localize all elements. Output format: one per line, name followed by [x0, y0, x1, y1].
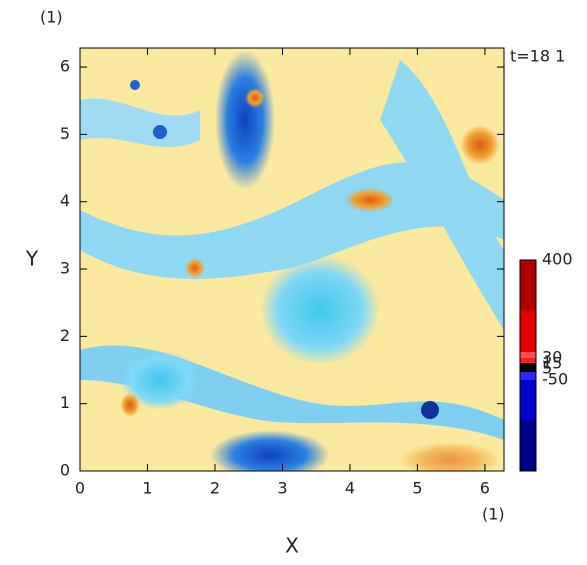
colorbar-tick-label: 400 [542, 250, 573, 269]
x-tick-label: 4 [345, 479, 355, 498]
y-tick-label: 4 [60, 191, 70, 210]
vorticity-field [80, 48, 504, 471]
x-tick-label: 3 [277, 479, 287, 498]
y-axis-label: Y [25, 247, 39, 271]
x-tick-label: 0 [75, 479, 85, 498]
y-tick-label: 5 [60, 124, 70, 143]
y-tick-label: 1 [60, 393, 70, 412]
x-tick-label: 2 [210, 479, 220, 498]
y-tick-label: 3 [60, 259, 70, 278]
time-label: t=18 1 [510, 47, 565, 66]
x-unit: (1) [482, 505, 505, 524]
colorbar-tick-label: 15 [542, 354, 562, 373]
colorbar-tick-label: 5 [542, 359, 552, 378]
y-tick-label: 0 [60, 461, 70, 480]
x-tick-label: 6 [480, 479, 490, 498]
colorbar [519, 259, 537, 472]
x-tick-label: 1 [142, 479, 152, 498]
plot-frame [79, 47, 505, 472]
colorbar-tick-label: -50 [542, 370, 568, 389]
y-tick-label: 2 [60, 326, 70, 345]
y-tick-label: 6 [60, 57, 70, 76]
x-tick-label: 5 [412, 479, 422, 498]
x-axis-label: X [285, 534, 299, 558]
y-unit: (1) [40, 8, 63, 27]
colorbar-tick-label: 30 [542, 348, 562, 367]
